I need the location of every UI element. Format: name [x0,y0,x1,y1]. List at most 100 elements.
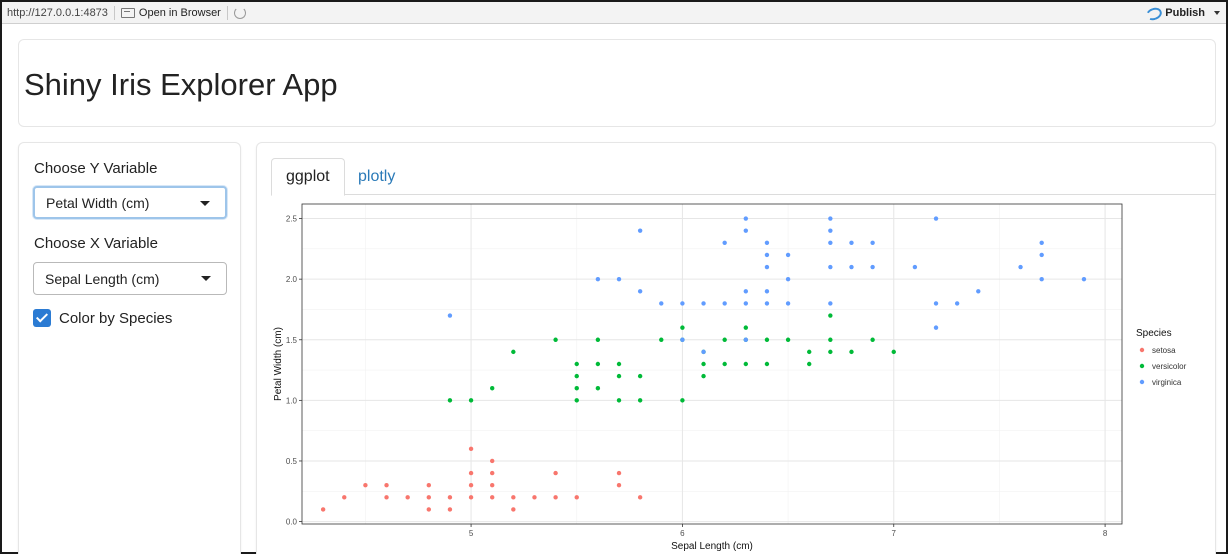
data-point-virginica [828,216,833,221]
data-point-virginica [764,301,770,306]
x-variable-label: Choose X Variable [34,235,158,252]
main-panel: ggplot plotly 5 6 7 8 0.0 0.5 1.0 1.5 2.0 2.5 Sepa… [256,142,1216,554]
color-by-species-checkbox-row[interactable]: Color by Species [33,309,172,327]
data-point-virginica [1039,276,1044,282]
data-point-versicolor [574,386,579,391]
data-point-setosa [405,495,410,500]
data-point-versicolor [447,398,453,403]
data-point-virginica [933,301,939,306]
data-point-versicolor [891,349,896,355]
data-point-virginica [828,228,833,233]
legend-label-setosa: setosa [1152,346,1176,355]
publish-icon [1146,7,1160,19]
data-point-versicolor [701,361,706,367]
page-title: Shiny Iris Explorer App [24,67,338,102]
data-point-setosa [553,470,558,476]
y-variable-value: Petal Width (cm) [46,194,150,211]
y-tick-label: 1.0 [286,396,298,405]
data-point-versicolor [764,361,770,367]
legend-title: Species [1136,328,1172,339]
title-panel: Shiny Iris Explorer App [18,39,1216,127]
data-point-versicolor [680,398,685,403]
data-point-virginica [828,264,833,270]
scatter-plot: 5 6 7 8 0.0 0.5 1.0 1.5 2.0 2.5 Sepal Length (cm) P… [273,203,1187,552]
data-point-virginica [785,301,791,306]
data-point-virginica [764,264,770,270]
data-point-versicolor [849,349,854,355]
url-display: http://127.0.0.1:4873 [7,6,108,19]
data-point-virginica [764,240,770,245]
data-point-virginica [743,301,749,306]
data-point-versicolor [807,361,812,367]
data-point-virginica [680,337,685,342]
data-point-virginica [870,264,875,270]
data-point-setosa [553,495,558,500]
y-tick-label: 2.0 [286,275,298,284]
y-variable-select[interactable]: Petal Width (cm) [33,186,227,219]
legend-label-virginica: virginica [1152,378,1182,387]
data-point-setosa [468,446,474,452]
data-point-versicolor [828,313,833,318]
refresh-icon[interactable] [233,6,246,19]
sidebar-panel: Choose Y Variable Petal Width (cm) Choos… [18,142,241,554]
publish-label: Publish [1165,7,1205,19]
data-point-virginica [722,301,727,306]
data-point-versicolor [616,373,622,379]
data-point-virginica [659,301,664,306]
x-variable-value: Sepal Length (cm) [45,270,160,287]
data-point-setosa [490,458,495,464]
y-tick-label: 2.5 [286,215,298,224]
data-point-versicolor [595,337,601,342]
caret-down-icon [200,201,210,206]
data-point-setosa [616,483,622,488]
data-point-virginica [595,276,601,282]
data-point-versicolor [468,398,474,403]
data-point-versicolor [807,349,812,355]
data-point-virginica [701,301,706,306]
data-point-virginica [764,252,770,258]
x-tick-label: 6 [680,529,685,538]
data-point-setosa [426,507,432,512]
legend-key-versicolor [1139,363,1145,369]
data-point-virginica [722,240,727,245]
data-point-virginica [616,276,622,282]
data-point-virginica [785,252,791,258]
data-point-versicolor [743,361,749,367]
color-by-species-label: Color by Species [59,309,173,327]
data-point-setosa [490,483,495,488]
data-point-virginica [743,216,749,221]
data-point-versicolor [828,337,833,342]
data-point-versicolor [511,349,516,355]
data-point-versicolor [701,373,706,379]
plot-border [301,203,1123,525]
publish-button[interactable]: Publish [1146,2,1220,24]
data-point-virginica [1039,240,1044,245]
open-in-browser-button[interactable]: Open in Browser [120,6,221,19]
legend-key-setosa [1139,347,1145,353]
x-variable-select[interactable]: Sepal Length (cm) [33,262,227,295]
viewer-toolbar: http://127.0.0.1:4873 Open in Browser Pu… [2,2,1226,24]
data-point-virginica [764,289,770,294]
tab-ggplot[interactable]: ggplot [271,158,345,196]
caret-down-icon [201,276,211,281]
data-point-setosa [320,507,326,512]
open-in-browser-label: Open in Browser [138,6,221,19]
chevron-down-icon [1214,11,1220,15]
tab-plotly[interactable]: plotly [358,167,396,185]
data-point-virginica [1039,252,1044,258]
data-point-virginica [701,349,706,355]
data-point-virginica [933,325,939,330]
data-point-versicolor [828,349,833,355]
data-point-setosa [637,495,643,500]
data-point-setosa [426,495,432,500]
data-point-setosa [468,495,474,500]
data-point-setosa [342,495,347,500]
data-point-versicolor [553,337,558,342]
browser-window-icon [120,7,135,18]
data-point-setosa [384,483,389,488]
legend-key-virginica [1139,379,1145,385]
checkbox-checked-icon[interactable] [33,309,51,327]
data-point-versicolor [722,361,727,367]
data-point-setosa [532,495,537,500]
data-point-versicolor [785,337,791,342]
